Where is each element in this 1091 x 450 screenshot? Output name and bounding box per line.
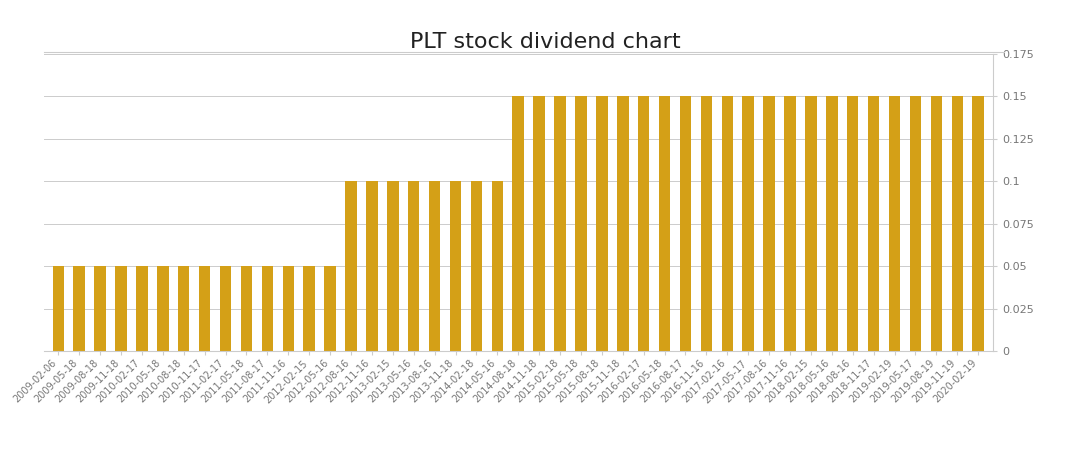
Bar [596,96,608,351]
Text: PLT stock dividend chart: PLT stock dividend chart [410,32,681,51]
Bar [470,181,482,351]
Bar [618,96,628,351]
Bar [116,266,127,351]
Bar [429,181,441,351]
Bar [324,266,336,351]
Bar [199,266,211,351]
Bar [721,96,733,351]
Bar [680,96,692,351]
Bar [554,96,566,351]
Bar [931,96,943,351]
Bar [283,266,293,351]
Bar [219,266,231,351]
Bar [178,266,190,351]
Bar [345,181,357,351]
Bar [659,96,670,351]
Bar [847,96,859,351]
Bar [303,266,315,351]
Bar [387,181,398,351]
Bar [157,266,168,351]
Bar [533,96,544,351]
Bar [136,266,147,351]
Bar [868,96,879,351]
Bar [367,181,377,351]
Bar [910,96,921,351]
Bar [575,96,587,351]
Bar [513,96,524,351]
Bar [889,96,900,351]
Bar [805,96,817,351]
Bar [94,266,106,351]
Bar [826,96,838,351]
Bar [972,96,984,351]
Bar [784,96,795,351]
Bar [73,266,85,351]
Bar [492,181,503,351]
Bar [449,181,461,351]
Bar [262,266,273,351]
Bar [241,266,252,351]
Bar [52,266,64,351]
Bar [764,96,775,351]
Bar [951,96,963,351]
Bar [638,96,649,351]
Bar [408,181,419,351]
Bar [700,96,712,351]
Bar [743,96,754,351]
